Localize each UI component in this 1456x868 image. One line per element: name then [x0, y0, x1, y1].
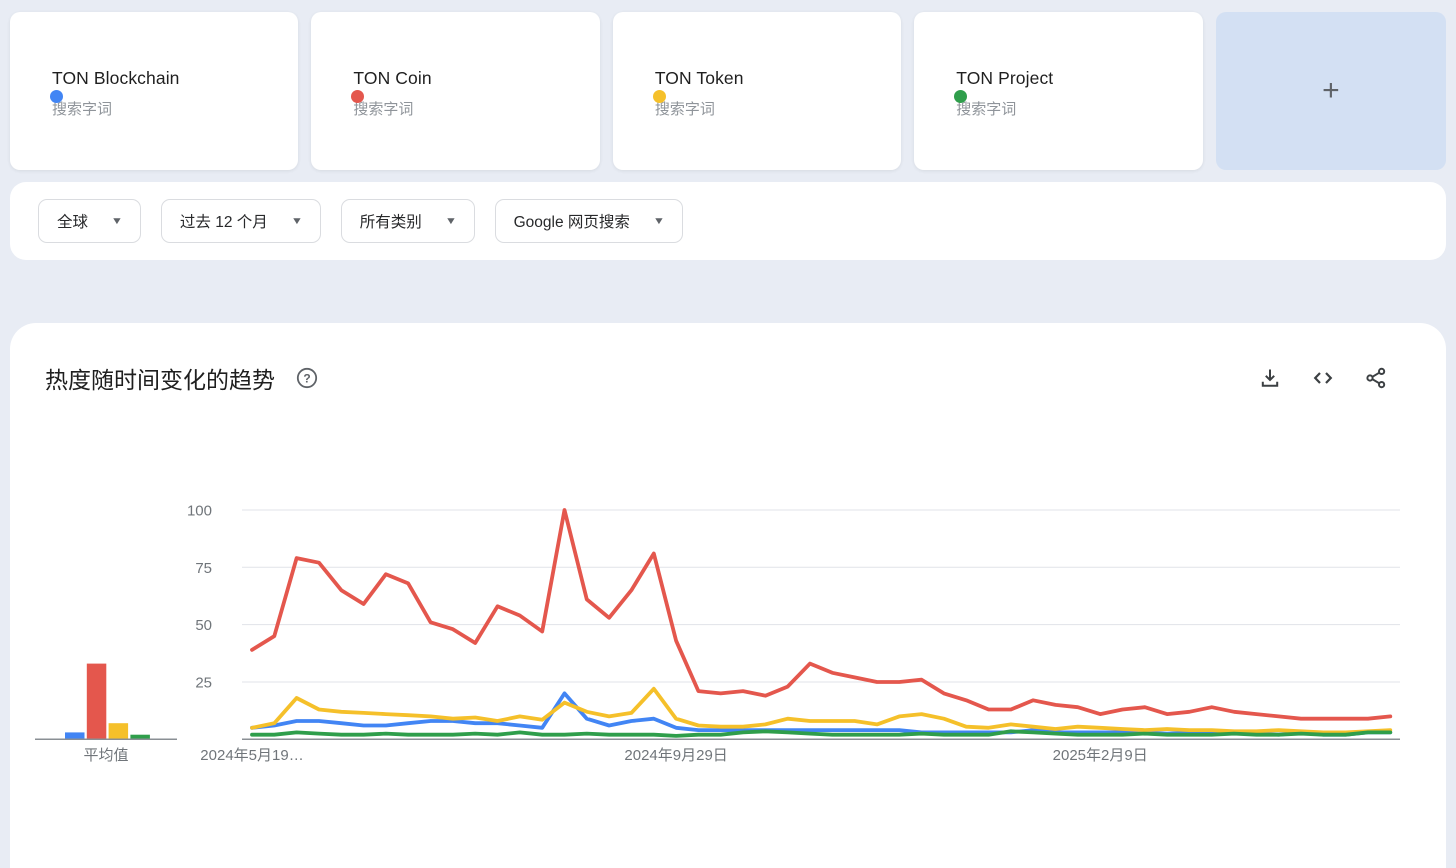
svg-text:?: ? — [303, 371, 310, 385]
download-icon[interactable] — [1258, 366, 1282, 390]
series-color-dot — [50, 90, 63, 103]
term-type-label: 搜索字词 — [353, 101, 414, 118]
series-color-dot — [954, 90, 968, 103]
series-color-dot — [652, 90, 666, 103]
chart-title: 热度随时间变化的趋势 — [45, 367, 275, 393]
y-axis-tick-label: 50 — [195, 617, 212, 634]
chevron-down-icon: ▼ — [652, 215, 666, 227]
average-label: 平均值 — [83, 747, 128, 764]
region-filter-label: 全球 — [57, 214, 89, 231]
x-axis-tick-label: 2025年2月9日 — [1053, 747, 1148, 764]
average-bar-ton-project — [130, 734, 150, 740]
term-type-label: 搜索字词 — [956, 101, 1017, 118]
chevron-down-icon: ▼ — [110, 215, 124, 227]
term-card-ton-token[interactable]: TON Token 搜索字词 — [612, 12, 902, 170]
region-filter-dropdown[interactable]: 全球 ▼ — [38, 199, 141, 243]
trend-line-chart: 100 75 50 25 2024年5月19… 2024年9月29日 2025年2月9日 平均… — [35, 503, 1400, 764]
interest-over-time-card: 热度随时间变化的趋势 ? — [10, 323, 1446, 868]
chart-header: 热度随时间变化的趋势 ? — [10, 323, 1446, 395]
trend-line-ton-blockchain — [250, 691, 1393, 737]
x-axis-tick-label: 2024年9月29日 — [624, 747, 727, 764]
add-comparison-card[interactable]: + — [1215, 12, 1447, 170]
chevron-down-icon: ▼ — [444, 215, 457, 227]
term-card-ton-project[interactable]: TON Project 搜索字词 — [914, 12, 1203, 170]
trend-line-ton-coin — [250, 508, 1393, 721]
average-bar-ton-blockchain — [65, 732, 85, 740]
average-bar-ton-token — [108, 723, 129, 740]
term-type-label: 搜索字词 — [52, 101, 113, 118]
term-name: TON Token — [654, 68, 744, 88]
trend-line-ton-project — [250, 729, 1393, 738]
term-card-ton-coin[interactable]: TON Coin 搜索字词 — [311, 12, 600, 170]
term-name: TON Coin — [353, 68, 432, 88]
term-cards-row: TON Blockchain 搜索字词 TON Coin 搜索字词 TON To… — [0, 0, 1456, 170]
term-name: TON Blockchain — [52, 68, 180, 88]
share-icon[interactable] — [1364, 366, 1388, 390]
chevron-down-icon: ▼ — [290, 215, 303, 227]
embed-icon[interactable] — [1311, 366, 1335, 390]
search-type-filter-dropdown[interactable]: Google 网页搜索 ▼ — [494, 199, 683, 243]
average-bar-ton-coin — [86, 663, 107, 740]
y-axis-tick-label: 100 — [187, 503, 212, 520]
term-type-label: 搜索字词 — [654, 101, 715, 118]
time-range-filter-label: 过去 12 个月 — [179, 214, 268, 231]
y-axis-tick-label: 25 — [195, 675, 212, 692]
help-icon[interactable]: ? — [295, 366, 319, 390]
chart-actions — [1258, 366, 1388, 390]
term-name: TON Project — [956, 68, 1054, 88]
plus-icon: + — [1322, 74, 1340, 107]
category-filter-dropdown[interactable]: 所有类别 ▼ — [340, 199, 475, 243]
series-color-dot — [351, 90, 365, 103]
trend-line-ton-token — [250, 686, 1393, 735]
x-axis-tick-label: 2024年5月19… — [200, 747, 303, 764]
y-axis-tick-label: 75 — [195, 560, 212, 577]
filter-bar: 全球 ▼ 过去 12 个月 ▼ 所有类别 ▼ Google 网页搜索 ▼ — [10, 182, 1446, 260]
search-type-filter-label: Google 网页搜索 — [513, 214, 630, 231]
term-card-ton-blockchain[interactable]: TON Blockchain 搜索字词 — [10, 12, 299, 170]
category-filter-label: 所有类别 — [359, 214, 422, 231]
time-range-filter-dropdown[interactable]: 过去 12 个月 ▼ — [160, 199, 321, 243]
